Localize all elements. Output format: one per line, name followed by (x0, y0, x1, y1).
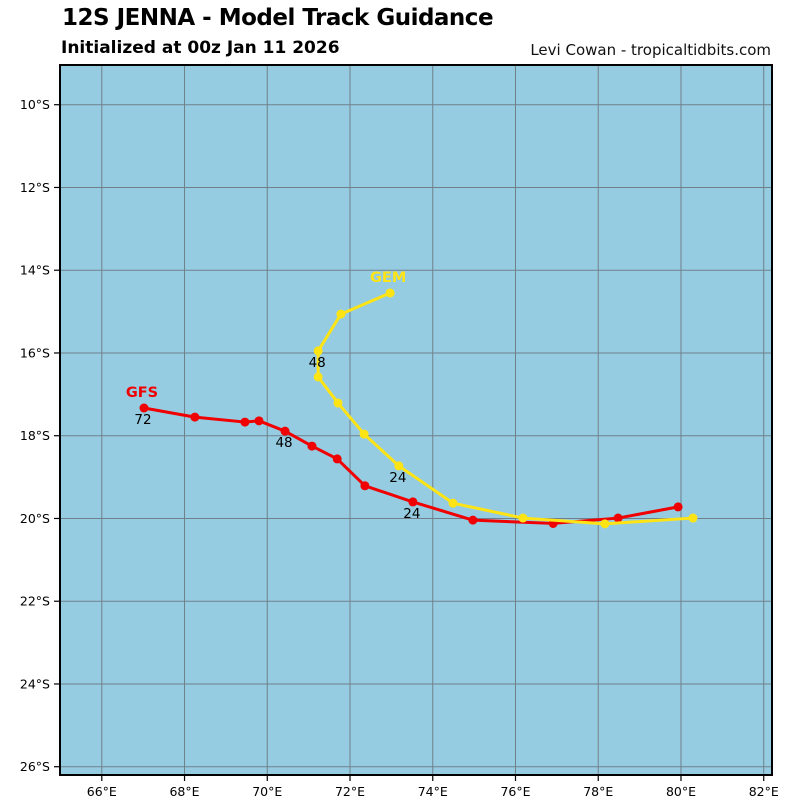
x-tick-label: 70°E (252, 784, 282, 799)
y-tick-label: 22°S (20, 594, 50, 609)
gfs-hour-label: 72 (134, 412, 151, 428)
init-time-label: Initialized at 00z Jan 11 2026 (61, 38, 340, 58)
y-tick-label: 10°S (20, 97, 50, 112)
gfs-track-point (673, 502, 683, 512)
gem-track-point (600, 519, 610, 529)
gfs-track-point (139, 403, 149, 413)
gem-track-point (313, 372, 323, 382)
y-tick-label: 14°S (20, 263, 50, 278)
gem-track-point (448, 498, 458, 508)
gfs-hour-label: 24 (403, 506, 420, 522)
x-tick-label: 78°E (583, 784, 613, 799)
grid-lines (60, 65, 772, 775)
gfs-track-point (408, 497, 418, 507)
x-tick-label: 66°E (87, 784, 117, 799)
gem-hour-label: 48 (309, 355, 326, 371)
ocean-background (60, 65, 772, 775)
x-tick-label: 72°E (335, 784, 365, 799)
gem-track-point (313, 346, 323, 356)
x-tick-label: 80°E (666, 784, 696, 799)
gem-track-point (394, 461, 404, 471)
map-border (59, 64, 773, 776)
gfs-track-point (240, 417, 250, 427)
gem-hour-label: 24 (389, 470, 406, 486)
gfs-track-point (307, 441, 317, 451)
axis-tick-labels: 66°E 68°E 70°E 72°E 74°E 76°E 78°E 80°E 82°E 10°S… (20, 97, 779, 799)
y-tick-label: 16°S (20, 345, 50, 360)
gfs-track-point (468, 515, 478, 525)
gem-track-point (359, 429, 369, 439)
gem-track-point (688, 513, 698, 523)
y-tick-label: 24°S (20, 676, 50, 691)
x-tick-label: 76°E (500, 784, 530, 799)
gfs-track: 24 48 72 GFS (126, 385, 683, 528)
y-tick-label: 20°S (20, 511, 50, 526)
gem-track-point (333, 398, 343, 408)
gem-track-point (336, 309, 346, 319)
gfs-model-label: GFS (126, 385, 158, 401)
page-title: 12S JENNA - Model Track Guidance (62, 5, 494, 31)
x-tick-label: 74°E (418, 784, 448, 799)
y-tick-label: 12°S (20, 180, 50, 195)
gfs-track-point (254, 416, 264, 426)
gfs-track-point (190, 412, 200, 422)
y-tick-label: 26°S (20, 759, 50, 774)
x-tick-label: 68°E (169, 784, 199, 799)
gem-track-point (518, 513, 528, 523)
gfs-track-point (332, 454, 342, 464)
gem-model-label: GEM (370, 270, 406, 286)
gfs-track-point (613, 513, 623, 523)
gfs-hour-label: 48 (275, 435, 292, 451)
y-tick-label: 18°S (20, 428, 50, 443)
x-tick-label: 82°E (749, 784, 779, 799)
gfs-track-point (280, 426, 290, 436)
gem-track: 24 48 GEM (309, 270, 698, 529)
gfs-track-point (360, 481, 370, 491)
credit-label: Levi Cowan - tropicaltidbits.com (530, 41, 771, 59)
gem-track-point (385, 288, 395, 298)
